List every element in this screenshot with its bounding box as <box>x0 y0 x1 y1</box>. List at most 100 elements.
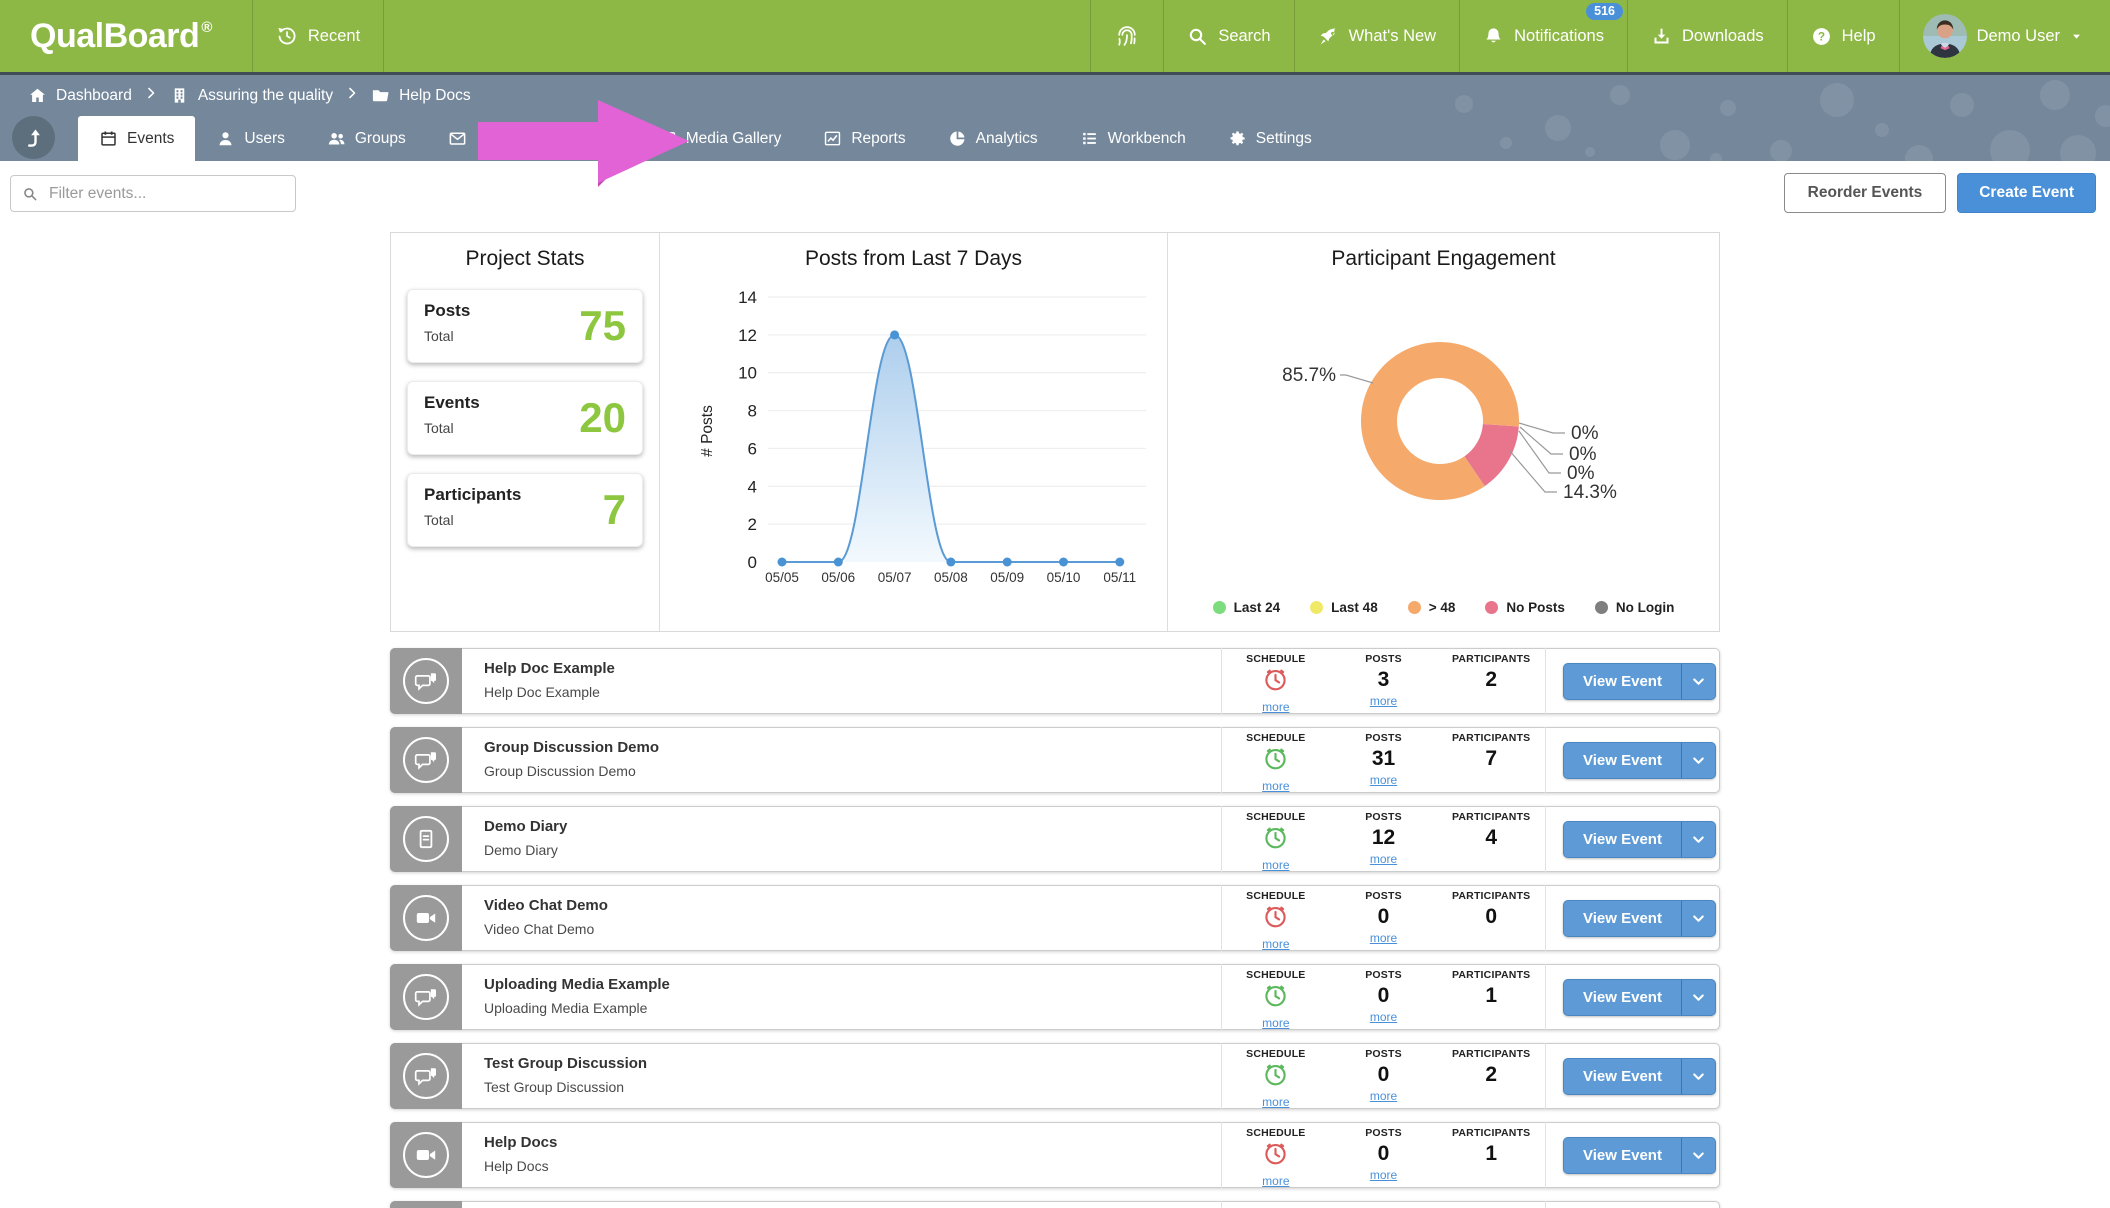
fingerprint-button[interactable] <box>1090 0 1163 72</box>
view-event-dropdown[interactable] <box>1681 901 1715 936</box>
gear-icon <box>1228 129 1247 148</box>
recent-button[interactable]: Recent <box>252 0 384 72</box>
events-toolbar: Reorder Events Create Event <box>0 161 2110 225</box>
schedule-more-link[interactable]: more <box>1262 937 1289 951</box>
event-subtitle: Test Group Discussion <box>484 1079 624 1095</box>
view-event-dropdown[interactable] <box>1681 1138 1715 1173</box>
posts-more-link[interactable]: more <box>1370 694 1397 708</box>
schedule-clock-icon <box>1262 1140 1289 1167</box>
view-event-dropdown[interactable] <box>1681 980 1715 1015</box>
posts-column: POSTS 0 more <box>1330 1122 1438 1188</box>
search-icon <box>22 186 38 202</box>
view-event-dropdown[interactable] <box>1681 822 1715 857</box>
posts-more-link[interactable]: more <box>1370 1168 1397 1182</box>
posts-column: POSTS 31 more <box>1330 727 1438 793</box>
breadcrumb-item-assuring-the-quality[interactable]: Assuring the quality <box>170 86 333 105</box>
schedule-more-link[interactable]: more <box>1262 700 1289 714</box>
search-button[interactable]: Search <box>1163 0 1293 72</box>
posts-count: 31 <box>1330 746 1438 771</box>
reorder-events-button[interactable]: Reorder Events <box>1784 173 1947 213</box>
participants-column: PARTICIPANTS 2 <box>1437 1043 1545 1109</box>
schedule-header: SCHEDULE <box>1222 811 1330 823</box>
schedule-more-link[interactable]: more <box>1262 1095 1289 1109</box>
event-row-help-docs: Help Docs Help Docs SCHEDULE more POSTS … <box>390 1122 1720 1188</box>
download-icon <box>1651 26 1672 47</box>
filter-events-input[interactable] <box>47 184 284 204</box>
stat-card-participants: Participants Total 7 <box>407 473 643 547</box>
tab-settings[interactable]: Settings <box>1207 116 1333 161</box>
breadcrumb-item-dashboard[interactable]: Dashboard <box>28 86 132 105</box>
create-event-button[interactable]: Create Event <box>1957 173 2096 213</box>
event-type-circle <box>403 737 449 783</box>
help-button[interactable]: ?Help <box>1787 0 1899 72</box>
user-icon <box>216 129 235 148</box>
breadcrumb-item-help-docs[interactable]: Help Docs <box>371 86 471 105</box>
event-type-block <box>390 648 462 714</box>
tab-groups[interactable]: Groups <box>306 116 427 161</box>
view-event-label: View Event <box>1564 1059 1681 1094</box>
tab-media-gallery[interactable]: Media Gallery <box>637 116 803 161</box>
schedule-more-link[interactable]: more <box>1262 779 1289 793</box>
svg-text:8: 8 <box>748 402 757 421</box>
participants-header: PARTICIPANTS <box>1437 1127 1545 1139</box>
schedule-more-link[interactable]: more <box>1262 1016 1289 1030</box>
view-event-button[interactable]: View Event <box>1563 663 1716 700</box>
participants-count: 0 <box>1437 904 1545 929</box>
view-event-button[interactable]: View Event <box>1563 900 1716 937</box>
schedule-more-link[interactable]: more <box>1262 1174 1289 1188</box>
top-navigation-bar: QualBoard® Recent SearchWhat's NewNotifi… <box>0 0 2110 72</box>
whats-new-button[interactable]: What's New <box>1294 0 1460 72</box>
tab-users[interactable]: Users <box>195 116 305 161</box>
posts-more-link[interactable]: more <box>1370 1010 1397 1024</box>
user-menu-button[interactable]: Demo User <box>1899 0 2106 72</box>
chat-icon <box>414 748 438 772</box>
view-event-button[interactable]: View Event <box>1563 1058 1716 1095</box>
stat-sublabel: Total <box>424 512 454 528</box>
posts-more-link[interactable]: more <box>1370 852 1397 866</box>
image-icon <box>658 129 677 148</box>
posts-more-link[interactable]: more <box>1370 773 1397 787</box>
tab-events[interactable]: Events <box>78 116 195 161</box>
home-icon <box>28 86 47 105</box>
user-avatar <box>1923 14 1967 58</box>
view-event-dropdown[interactable] <box>1681 664 1715 699</box>
view-event-button[interactable]: View Event <box>1563 821 1716 858</box>
event-subtitle: Help Docs <box>484 1158 549 1174</box>
posts-line-chart: 0246810121405/0505/0605/0705/0805/0905/1… <box>660 273 1168 595</box>
svg-text:05/07: 05/07 <box>878 570 912 585</box>
schedule-more-link[interactable]: more <box>1262 858 1289 872</box>
posts-more-link[interactable]: more <box>1370 931 1397 945</box>
svg-text:4: 4 <box>748 477 757 496</box>
event-stats: SCHEDULE more POSTS 0 more PARTICIPANTS … <box>1221 1122 1546 1188</box>
event-title: Demo Diary <box>484 818 567 835</box>
chevron-down-icon <box>1690 1068 1707 1085</box>
engagement-donut-chart: 85.7%0%0%0%14.3% <box>1168 273 1719 573</box>
view-event-button[interactable]: View Event <box>1563 742 1716 779</box>
chevron-down-icon <box>1690 1147 1707 1164</box>
qualboard-app: QualBoard® Recent SearchWhat's NewNotifi… <box>0 0 2110 1208</box>
legend-dot <box>1595 601 1608 614</box>
downloads-label: Downloads <box>1682 27 1764 46</box>
tab-workbench[interactable]: Workbench <box>1059 116 1207 161</box>
view-event-dropdown[interactable] <box>1681 1059 1715 1094</box>
event-stats: SCHEDULE more POSTS 3 more PARTICIPANTS … <box>1221 648 1546 714</box>
view-event-dropdown[interactable] <box>1681 743 1715 778</box>
tab-messages[interactable] <box>427 116 637 161</box>
view-event-button[interactable]: View Event <box>1563 979 1716 1016</box>
chevron-right-icon <box>345 86 359 100</box>
app-logo[interactable]: QualBoard® <box>0 0 252 72</box>
notifications-button[interactable]: Notifications516 <box>1459 0 1627 72</box>
users-icon <box>327 129 346 148</box>
up-level-button[interactable] <box>12 116 55 159</box>
view-event-button[interactable]: View Event <box>1563 1137 1716 1174</box>
tab-analytics[interactable]: Analytics <box>927 116 1059 161</box>
tab-reports[interactable]: Reports <box>802 116 926 161</box>
chart-line-icon <box>823 129 842 148</box>
event-subtitle: Help Doc Example <box>484 684 600 700</box>
downloads-button[interactable]: Downloads <box>1627 0 1787 72</box>
posts-count: 0 <box>1330 1062 1438 1087</box>
view-event-label: View Event <box>1564 901 1681 936</box>
posts-more-link[interactable]: more <box>1370 1089 1397 1103</box>
app-logo-text: QualBoard <box>30 17 199 56</box>
video-icon <box>414 906 438 930</box>
